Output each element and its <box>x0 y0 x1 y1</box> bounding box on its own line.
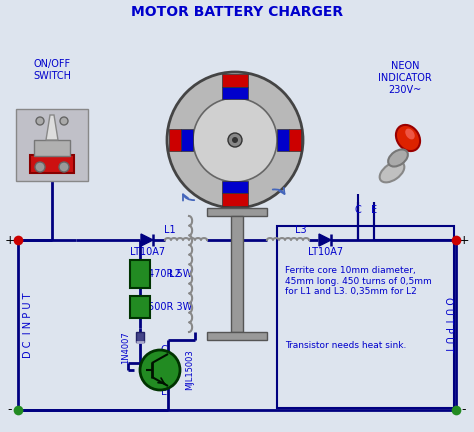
Bar <box>222 193 248 206</box>
Polygon shape <box>319 234 331 246</box>
Text: NEON
INDICATOR
230V~: NEON INDICATOR 230V~ <box>378 61 432 95</box>
Bar <box>222 181 248 193</box>
Polygon shape <box>141 234 153 246</box>
Text: -: - <box>462 403 466 416</box>
Circle shape <box>59 162 69 172</box>
Ellipse shape <box>380 162 404 182</box>
Text: 470R 5W: 470R 5W <box>148 269 192 279</box>
Circle shape <box>232 137 238 143</box>
Bar <box>277 129 289 151</box>
Bar <box>222 87 248 99</box>
Bar <box>16 109 88 181</box>
Bar <box>207 332 267 340</box>
Bar <box>130 296 150 318</box>
Circle shape <box>228 133 242 147</box>
Bar <box>222 74 248 87</box>
Bar <box>169 129 181 151</box>
Text: +: + <box>459 234 469 247</box>
Text: Transistor needs heat sink.: Transistor needs heat sink. <box>285 342 406 350</box>
Bar <box>136 332 144 342</box>
Circle shape <box>60 117 68 125</box>
Bar <box>289 129 301 151</box>
Circle shape <box>36 117 44 125</box>
Text: 500R 3W: 500R 3W <box>148 302 192 312</box>
Text: L2: L2 <box>169 269 181 279</box>
Text: +: + <box>5 234 15 247</box>
Circle shape <box>167 72 303 208</box>
Text: ON/OFF
SWITCH: ON/OFF SWITCH <box>33 59 71 81</box>
Text: MOTOR BATTERY CHARGER: MOTOR BATTERY CHARGER <box>131 5 343 19</box>
Text: L3: L3 <box>295 225 307 235</box>
Text: IRON: IRON <box>223 119 247 129</box>
Bar <box>231 216 243 332</box>
Text: L1: L1 <box>164 225 176 235</box>
Text: ROTOR: ROTOR <box>218 149 253 159</box>
Bar <box>130 260 150 288</box>
Text: O U T P U T: O U T P U T <box>443 297 453 353</box>
Circle shape <box>35 162 45 172</box>
Circle shape <box>140 350 180 390</box>
Text: C: C <box>355 205 361 215</box>
Bar <box>30 155 74 173</box>
Text: D C  I N P U T: D C I N P U T <box>23 292 33 358</box>
Text: E: E <box>371 205 377 215</box>
Text: C: C <box>161 345 167 355</box>
Ellipse shape <box>405 129 415 140</box>
Ellipse shape <box>396 125 420 151</box>
Text: 1N4007: 1N4007 <box>121 332 130 364</box>
Text: LT10A7: LT10A7 <box>309 247 344 257</box>
Text: MJL15003: MJL15003 <box>185 349 194 391</box>
Bar <box>34 140 70 156</box>
Text: E: E <box>161 387 167 397</box>
Bar <box>207 208 267 216</box>
Bar <box>277 226 454 408</box>
Circle shape <box>193 98 277 182</box>
Bar <box>181 129 193 151</box>
Text: Ferrite core 10mm diameter,
45mm long. 450 turns of 0,5mm
for L1 and L3. 0,35mm : Ferrite core 10mm diameter, 45mm long. 4… <box>285 266 432 296</box>
Polygon shape <box>46 115 58 140</box>
Ellipse shape <box>388 149 408 166</box>
Text: LT10A7: LT10A7 <box>130 247 165 257</box>
Text: -: - <box>8 403 12 416</box>
